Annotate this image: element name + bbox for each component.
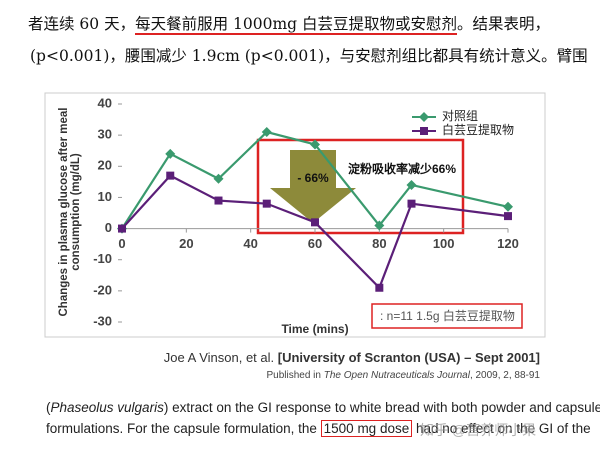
text: 者连续 60 天， xyxy=(28,15,136,33)
x-tick-label: 120 xyxy=(497,236,519,251)
header-line-1: 者连续 60 天，每天餐前服用 1000mg 白芸豆提取物或安慰剂。结果表明， xyxy=(28,12,551,35)
point xyxy=(165,148,176,159)
annotation: : n=11 1.5g 白芸豆提取物 xyxy=(380,308,515,323)
x-tick-label: 40 xyxy=(243,236,257,251)
x-tick-label: 100 xyxy=(433,236,455,251)
highlight-box xyxy=(256,138,465,235)
header-line-2: (p<0.001)，腰围减少 1.9cm (p<0.001)，与安慰剂组比都具有… xyxy=(30,47,588,65)
excerpt-line-2: formulations. For the capsule formulatio… xyxy=(46,420,591,437)
y-tick-label: 30 xyxy=(98,127,112,142)
y-tick-label: 0 xyxy=(105,220,112,235)
y-axis-label: Changes in plasma glucose after meal con… xyxy=(58,107,82,317)
series-line xyxy=(121,130,509,230)
point xyxy=(310,139,320,150)
publication: Published in The Open Nutraceuticals Jou… xyxy=(266,370,540,381)
point xyxy=(374,220,385,231)
x-tick-label: 20 xyxy=(179,236,193,251)
point xyxy=(118,224,126,233)
affiliation: [University of Scranton (USA) – Sept 200… xyxy=(277,350,540,365)
annotation: - 66% xyxy=(297,171,329,185)
text: ) extract on the GI response to white br… xyxy=(163,400,600,415)
boxed-text: 1500 mg dose xyxy=(320,420,413,437)
watermark: 知乎 @营养师小果 xyxy=(420,422,537,438)
point xyxy=(406,179,417,190)
excerpt-line-1: (Phaseolus vulgaris) extract on the GI r… xyxy=(46,400,600,415)
y-tick-label: -30 xyxy=(93,313,112,328)
point xyxy=(262,199,271,208)
point xyxy=(504,212,512,221)
x-tick-label: 0 xyxy=(118,236,125,251)
legend-label: 对照组 xyxy=(442,109,478,123)
point xyxy=(407,199,416,208)
point xyxy=(213,173,224,184)
point xyxy=(166,171,175,180)
point xyxy=(214,196,223,205)
y-tick-label: -10 xyxy=(93,251,112,266)
legend-marker xyxy=(419,112,429,122)
legend-label: 白芸豆提取物 xyxy=(442,122,514,137)
series-line xyxy=(121,174,509,290)
authors: Joe A Vinson, et al. xyxy=(163,350,275,365)
x-tick-label: 80 xyxy=(372,236,386,251)
text: 。结果表明， xyxy=(457,15,551,33)
underlined-text: 每天餐前服用 1000mg 白芸豆提取物或安慰剂 xyxy=(135,15,457,35)
annotation: 淀粉吸收率减少66% xyxy=(348,161,456,176)
point xyxy=(261,127,272,138)
legend-marker xyxy=(420,127,428,135)
text: had no effect on the GI of the xyxy=(415,421,591,436)
citation: Joe A Vinson, et al. [University of Scra… xyxy=(164,350,540,365)
point xyxy=(503,201,513,212)
text: formulations. For the capsule formulatio… xyxy=(46,421,317,436)
note-box xyxy=(371,303,523,329)
x-axis-label: Time (mins) xyxy=(281,322,348,336)
point xyxy=(375,283,384,292)
y-tick-label: 10 xyxy=(98,189,112,204)
y-tick-label: -20 xyxy=(93,282,112,297)
text: , 2009, 2, 88-91 xyxy=(469,370,540,381)
y-tick-label: 40 xyxy=(98,95,112,110)
x-tick-label: 60 xyxy=(308,236,322,251)
text: ( xyxy=(46,400,51,415)
journal: The Open Nutraceuticals Journal xyxy=(323,370,470,381)
species: Phaseolus vulgaris xyxy=(50,400,164,415)
text: Published in xyxy=(266,370,321,381)
point xyxy=(311,218,319,227)
y-tick-label: 20 xyxy=(98,158,112,173)
